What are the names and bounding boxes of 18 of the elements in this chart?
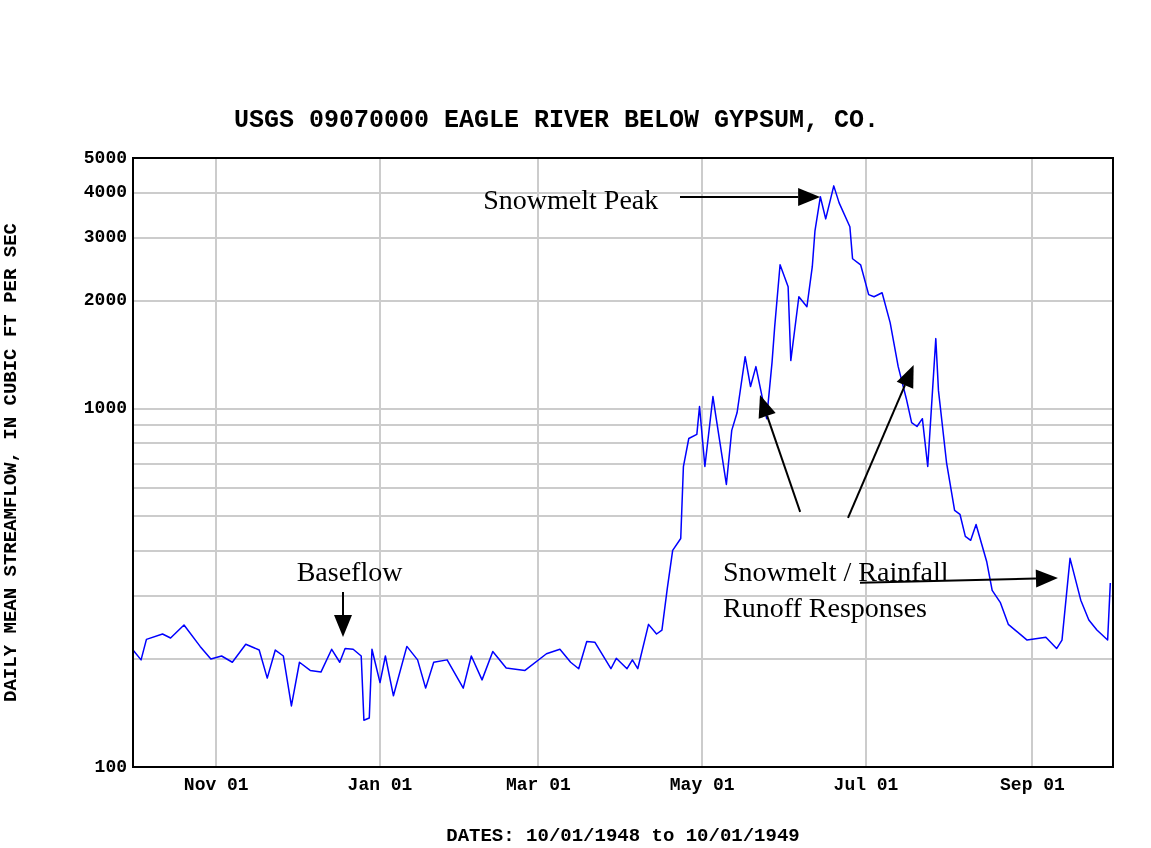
x-tick-label: Jul 01 (833, 775, 899, 796)
y-axis-title: DAILY MEAN STREAMFLOW, IN CUBIC FT PER SEC (0, 223, 23, 702)
x-tick-label: Nov 01 (183, 775, 249, 796)
y-tick-label: 5000 (83, 147, 127, 168)
y-tick-label: 100 (94, 756, 127, 777)
y-tick-label: 4000 (83, 182, 127, 203)
chart-title: USGS 09070000 EAGLE RIVER BELOW GYPSUM, CO. (233, 106, 880, 136)
y-tick-label: 3000 (83, 227, 127, 248)
x-axis-title: DATES: 10/01/1948 to 10/01/1949 (446, 825, 800, 848)
y-tick-label: 2000 (83, 290, 127, 311)
x-tick-label: Mar 01 (506, 775, 572, 796)
x-tick-label: Jan 01 (347, 775, 413, 796)
x-tick-label: Sep 01 (1000, 775, 1066, 796)
annotation: Snowmelt / Rainfall Runoff Responses (722, 555, 950, 626)
x-tick-label: May 01 (669, 775, 735, 796)
annotation: Baseflow (296, 555, 403, 590)
y-tick-label: 1000 (83, 398, 127, 419)
annotation: Snowmelt Peak (483, 183, 659, 217)
